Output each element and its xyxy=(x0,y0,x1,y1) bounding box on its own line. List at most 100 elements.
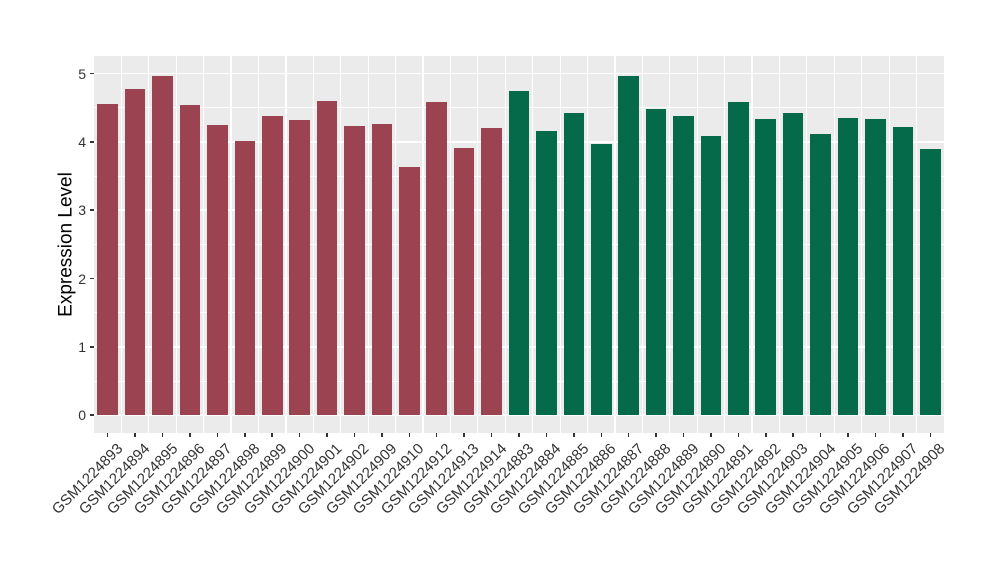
x-tick xyxy=(408,433,411,437)
bar-GSM1224894 xyxy=(124,88,146,416)
gridline-vertical xyxy=(915,56,918,433)
x-tick xyxy=(518,433,520,437)
y-tick xyxy=(89,414,94,416)
gridline-vertical xyxy=(203,56,205,433)
y-tick-label: 3 xyxy=(78,202,86,219)
x-tick xyxy=(682,433,685,437)
x-tick xyxy=(627,433,630,437)
bar-GSM1224900 xyxy=(289,120,310,416)
x-tick xyxy=(326,433,328,437)
y-tick xyxy=(89,72,94,75)
x-tick xyxy=(353,433,356,437)
y-tick xyxy=(89,346,94,348)
bar-GSM1224902 xyxy=(344,126,365,416)
x-tick xyxy=(490,433,493,437)
y-tick-label: 4 xyxy=(78,133,86,150)
gridline-vertical xyxy=(285,56,287,433)
bar-GSM1224893 xyxy=(97,104,118,416)
bar-GSM1224884 xyxy=(536,130,557,416)
bar-GSM1224912 xyxy=(426,101,448,416)
gridline-vertical xyxy=(614,56,616,433)
gridline-vertical xyxy=(175,56,177,433)
gridline-vertical xyxy=(120,56,122,433)
x-tick xyxy=(271,433,273,437)
gridline-vertical xyxy=(367,56,369,433)
x-tick xyxy=(874,433,877,437)
gridline-vertical xyxy=(833,56,835,433)
x-tick xyxy=(902,433,904,437)
gridline-vertical xyxy=(395,56,397,433)
x-tick xyxy=(161,433,164,437)
bar-GSM1224905 xyxy=(837,118,859,416)
y-tick-label: 5 xyxy=(78,65,86,82)
y-tick-label: 0 xyxy=(78,407,86,424)
bar-GSM1224910 xyxy=(399,166,420,416)
x-tick xyxy=(600,433,602,437)
gridline-vertical xyxy=(532,56,534,433)
x-tick xyxy=(435,433,438,437)
gridline-vertical xyxy=(449,56,452,433)
x-tick xyxy=(929,433,932,437)
plot-panel xyxy=(94,56,944,433)
bar-GSM1224904 xyxy=(810,134,831,416)
gridline-vertical xyxy=(888,56,890,433)
gridline-vertical xyxy=(477,56,479,433)
bar-GSM1224908 xyxy=(920,149,941,416)
x-tick xyxy=(381,433,383,437)
gridline-vertical xyxy=(257,56,260,433)
y-tick xyxy=(89,141,94,143)
gridline-vertical xyxy=(806,56,808,433)
bar-GSM1224907 xyxy=(892,126,914,416)
gridline-major-horizontal xyxy=(94,72,944,75)
gridline-vertical xyxy=(504,56,506,433)
bar-GSM1224897 xyxy=(207,124,228,416)
gridline-vertical xyxy=(148,56,150,433)
bar-GSM1224883 xyxy=(508,91,530,416)
y-tick-label: 2 xyxy=(78,270,86,287)
gridline-vertical xyxy=(230,56,232,433)
bar-GSM1224901 xyxy=(316,100,338,416)
bar-GSM1224906 xyxy=(865,119,886,416)
bar-GSM1224898 xyxy=(234,141,256,416)
x-tick xyxy=(765,433,767,437)
x-tick xyxy=(298,433,301,437)
x-tick xyxy=(573,433,575,437)
gridline-vertical xyxy=(312,56,314,433)
bar-GSM1224913 xyxy=(453,148,475,416)
gridline-vertical xyxy=(422,56,424,433)
gridline-vertical xyxy=(751,56,753,433)
bar-GSM1224899 xyxy=(261,115,283,416)
bar-GSM1224890 xyxy=(700,136,722,416)
bar-GSM1224914 xyxy=(481,128,502,416)
gridline-vertical xyxy=(724,56,726,433)
gridline-vertical xyxy=(778,56,781,433)
gridline-vertical xyxy=(586,56,589,433)
bar-GSM1224903 xyxy=(782,112,804,416)
bar-GSM1224888 xyxy=(645,109,667,416)
gridline-vertical xyxy=(340,56,342,433)
bar-GSM1224887 xyxy=(618,75,639,416)
bar-GSM1224909 xyxy=(371,124,393,416)
x-tick xyxy=(819,433,822,437)
y-tick xyxy=(89,277,94,280)
bar-GSM1224891 xyxy=(728,102,749,416)
x-tick xyxy=(244,433,246,437)
bar-GSM1224892 xyxy=(755,119,777,416)
gridline-vertical xyxy=(559,56,561,433)
x-tick xyxy=(847,433,849,437)
bar-GSM1224885 xyxy=(563,112,585,416)
x-tick xyxy=(792,433,794,437)
gridline-vertical xyxy=(861,56,863,433)
x-tick xyxy=(189,433,191,437)
x-tick xyxy=(737,433,740,437)
gridline-vertical xyxy=(641,56,643,433)
y-tick-label: 1 xyxy=(78,338,86,355)
gridline-vertical xyxy=(669,56,671,433)
x-tick xyxy=(545,433,548,437)
bar-GSM1224889 xyxy=(673,115,694,416)
bar-GSM1224896 xyxy=(179,105,201,416)
bar-GSM1224895 xyxy=(152,75,173,416)
x-tick xyxy=(655,433,657,437)
gridline-vertical xyxy=(696,56,698,433)
